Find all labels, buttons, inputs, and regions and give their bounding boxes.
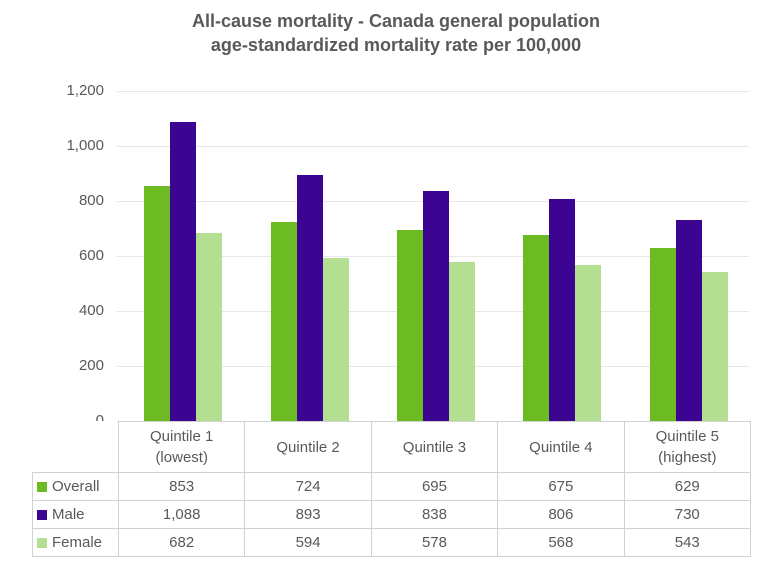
value-female-quintile-5: 543 bbox=[623, 528, 751, 557]
value-male-quintile-3: 838 bbox=[370, 500, 499, 529]
value-female-quintile-3: 578 bbox=[370, 528, 499, 557]
legend-swatch-male bbox=[37, 510, 47, 520]
value-overall-quintile-5: 629 bbox=[623, 472, 751, 501]
value-overall-quintile-2: 724 bbox=[244, 472, 372, 501]
value-overall-quintile-1: 853 bbox=[117, 472, 246, 501]
y-tick-label-1200: 1,200 bbox=[66, 82, 104, 99]
value-overall-quintile-4: 675 bbox=[497, 472, 625, 501]
bar-overall-quintile-2 bbox=[270, 221, 297, 421]
bar-male-quintile-4 bbox=[549, 199, 576, 421]
column-header-quintile-4: Quintile 4 bbox=[497, 421, 625, 473]
value-overall-quintile-3: 695 bbox=[370, 472, 499, 501]
value-female-quintile-2: 594 bbox=[244, 528, 372, 557]
bar-male-quintile-5 bbox=[675, 220, 702, 421]
column-header-quintile-1: Quintile 1 (lowest) bbox=[117, 421, 246, 473]
value-male-quintile-5: 730 bbox=[623, 500, 751, 529]
column-header-quintile-3: Quintile 3 bbox=[370, 421, 499, 473]
y-tick-label-0: 0 bbox=[24, 411, 104, 431]
y-tick-label-1000: 1,000 bbox=[66, 137, 104, 154]
value-female-quintile-1: 682 bbox=[117, 528, 246, 557]
column-header-quintile-5: Quintile 5 (highest) bbox=[623, 421, 751, 473]
legend-cell-overall: Overall bbox=[32, 472, 119, 501]
plot-area bbox=[117, 91, 749, 422]
bar-overall-quintile-4 bbox=[523, 235, 550, 421]
y-tick-label-600: 600 bbox=[78, 247, 104, 264]
legend-cell-female: Female bbox=[32, 528, 119, 557]
legend-cell-male: Male bbox=[32, 500, 119, 529]
bar-overall-quintile-5 bbox=[649, 248, 676, 421]
value-male-quintile-4: 806 bbox=[497, 500, 625, 529]
legend-label-overall: Overall bbox=[52, 478, 100, 495]
chart-title-line1: All-cause mortality - Canada general pop… bbox=[191, 11, 601, 31]
legend-swatch-female bbox=[37, 538, 47, 548]
table-row-female: Female 682 594 578 568 543 bbox=[32, 528, 751, 557]
chart-title-line2: age-standardized mortality rate per 100,… bbox=[210, 35, 582, 55]
bar-male-quintile-3 bbox=[423, 190, 449, 421]
table-corner-cell bbox=[33, 422, 119, 473]
column-header-quintile-2: Quintile 2 bbox=[244, 421, 372, 473]
legend-label-female: Female bbox=[52, 534, 103, 551]
y-tick-label-800: 800 bbox=[78, 192, 104, 209]
y-tick-label-400: 400 bbox=[78, 302, 104, 319]
gridline-1200 bbox=[117, 91, 749, 92]
bar-female-quintile-1 bbox=[196, 233, 223, 421]
value-female-quintile-4: 568 bbox=[497, 528, 625, 557]
bar-female-quintile-2 bbox=[322, 257, 349, 421]
bar-overall-quintile-1 bbox=[144, 186, 171, 421]
value-male-quintile-1: 1,088 bbox=[117, 500, 246, 529]
value-male-quintile-2: 893 bbox=[244, 500, 372, 529]
bar-female-quintile-4 bbox=[575, 264, 602, 421]
gridline-1000 bbox=[117, 146, 749, 147]
bar-female-quintile-5 bbox=[701, 271, 728, 421]
bar-male-quintile-2 bbox=[296, 175, 323, 421]
legend-label-male: Male bbox=[52, 506, 85, 523]
legend-swatch-overall bbox=[37, 482, 47, 492]
bar-male-quintile-1 bbox=[170, 121, 197, 421]
y-tick-label-200: 200 bbox=[78, 357, 104, 374]
table-row-overall: Overall 853 724 695 675 629 bbox=[32, 472, 751, 501]
bar-female-quintile-3 bbox=[449, 262, 475, 421]
chart-title: All-cause mortality - Canada general pop… bbox=[11, 9, 770, 57]
bar-overall-quintile-3 bbox=[397, 229, 423, 421]
table-row-male: Male 1,088 893 838 806 730 bbox=[32, 500, 751, 529]
